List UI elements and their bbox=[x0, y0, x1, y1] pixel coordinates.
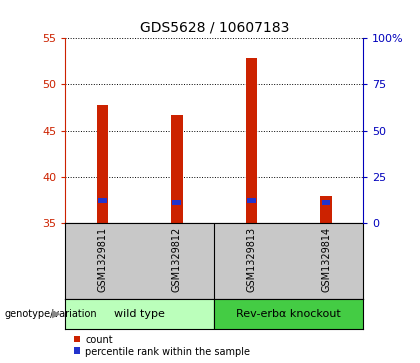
Text: GSM1329811: GSM1329811 bbox=[97, 227, 108, 292]
Bar bbox=[173, 200, 181, 205]
Bar bbox=[98, 197, 107, 203]
Text: genotype/variation: genotype/variation bbox=[4, 309, 97, 319]
Bar bbox=[246, 58, 257, 223]
Text: Rev-erbα knockout: Rev-erbα knockout bbox=[236, 309, 341, 319]
Text: ▶: ▶ bbox=[52, 309, 61, 319]
Bar bbox=[320, 196, 332, 223]
Text: count: count bbox=[85, 335, 113, 345]
Bar bbox=[247, 197, 256, 203]
Bar bbox=[214, 299, 363, 329]
Text: GSM1329814: GSM1329814 bbox=[321, 227, 331, 292]
Bar bbox=[171, 115, 183, 223]
Title: GDS5628 / 10607183: GDS5628 / 10607183 bbox=[139, 20, 289, 34]
Bar bbox=[322, 200, 331, 205]
Text: GSM1329813: GSM1329813 bbox=[247, 227, 257, 292]
Text: GSM1329812: GSM1329812 bbox=[172, 227, 182, 292]
Bar bbox=[65, 299, 214, 329]
Text: percentile rank within the sample: percentile rank within the sample bbox=[85, 347, 250, 357]
Bar bbox=[97, 105, 108, 223]
Text: wild type: wild type bbox=[114, 309, 165, 319]
